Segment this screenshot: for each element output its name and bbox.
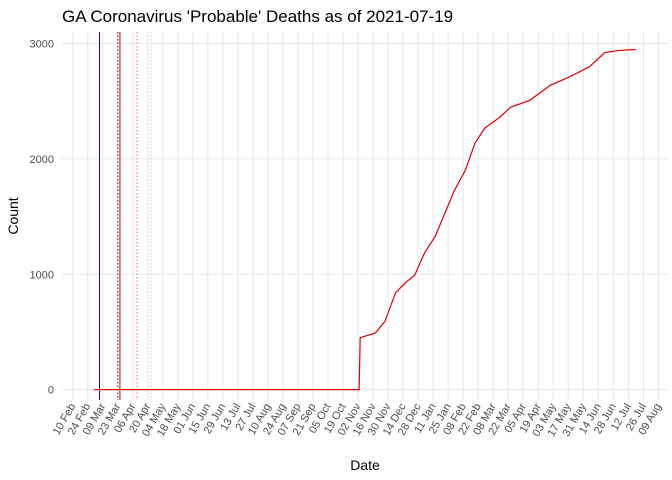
y-tick-label: 2000	[30, 154, 54, 166]
chart-title: GA Coronavirus 'Probable' Deaths as of 2…	[62, 7, 453, 26]
y-tick-label: 1000	[30, 269, 54, 281]
data-line	[94, 48, 636, 391]
y-tick-label: 3000	[30, 39, 54, 51]
y-axis-title: Count	[5, 197, 21, 234]
x-axis-title: Date	[350, 457, 380, 473]
y-tick-label: 0	[48, 385, 54, 397]
